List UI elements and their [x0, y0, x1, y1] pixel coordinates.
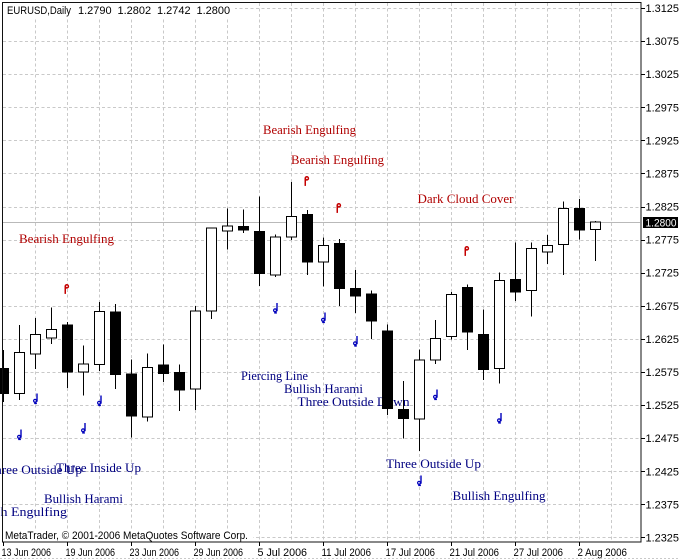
- svg-text:1.2825: 1.2825: [646, 202, 680, 214]
- svg-text:1.3025: 1.3025: [646, 69, 680, 81]
- svg-text:Bullish Engulfing: Bullish Engulfing: [0, 504, 68, 519]
- svg-text:23 Jun 2006: 23 Jun 2006: [130, 547, 180, 559]
- svg-text:1.2742: 1.2742: [157, 5, 191, 17]
- svg-text:1.2725: 1.2725: [646, 268, 680, 280]
- svg-text:1.2802: 1.2802: [118, 5, 152, 17]
- svg-text:2 Aug 2006: 2 Aug 2006: [578, 547, 628, 559]
- svg-text:1.2675: 1.2675: [646, 301, 680, 313]
- svg-text:1.2800: 1.2800: [646, 218, 677, 230]
- svg-text:1.2790: 1.2790: [78, 5, 112, 17]
- svg-text:1.2625: 1.2625: [646, 334, 680, 346]
- svg-text:29 Jun 2006: 29 Jun 2006: [194, 547, 244, 559]
- svg-text:17 Jul 2006: 17 Jul 2006: [386, 547, 436, 559]
- svg-text:1.3075: 1.3075: [646, 36, 680, 48]
- svg-text:5 Jul 2006: 5 Jul 2006: [258, 547, 308, 559]
- svg-text:1.2775: 1.2775: [646, 235, 680, 247]
- svg-text:MetaTrader, © 2001-2006 MetaQu: MetaTrader, © 2001-2006 MetaQuotes Softw…: [5, 530, 248, 542]
- svg-text:Three Outside Up: Three Outside Up: [0, 462, 82, 477]
- svg-text:Bearish Engulfing: Bearish Engulfing: [19, 231, 114, 246]
- svg-text:Piercing Line: Piercing Line: [241, 368, 308, 383]
- svg-text:1.3125: 1.3125: [646, 3, 680, 15]
- svg-text:Bearish Engulfing: Bearish Engulfing: [263, 122, 356, 137]
- svg-text:11 Jul 2006: 11 Jul 2006: [322, 547, 372, 559]
- svg-text:1.2875: 1.2875: [646, 169, 680, 181]
- svg-text:1.2475: 1.2475: [646, 433, 680, 445]
- svg-text:1.2975: 1.2975: [646, 102, 680, 114]
- svg-text:1.2925: 1.2925: [646, 135, 680, 147]
- svg-text:21 Jul 2006: 21 Jul 2006: [450, 547, 500, 559]
- svg-text:Three Outside Down: Three Outside Down: [298, 394, 411, 409]
- svg-text:27 Jul 2006: 27 Jul 2006: [514, 547, 564, 559]
- svg-text:Bullish Harami: Bullish Harami: [44, 491, 123, 506]
- svg-text:Three Outside Up: Three Outside Up: [386, 456, 481, 471]
- svg-text:Bearish Engulfing: Bearish Engulfing: [291, 152, 384, 167]
- svg-text:Three Inside Up: Three Inside Up: [56, 460, 141, 475]
- svg-text:13 Jun 2006: 13 Jun 2006: [2, 547, 52, 559]
- svg-text:Bullish Harami: Bullish Harami: [284, 381, 363, 396]
- svg-text:1.2575: 1.2575: [646, 367, 680, 379]
- svg-text:19 Jun 2006: 19 Jun 2006: [66, 547, 116, 559]
- svg-text:1.2375: 1.2375: [646, 499, 680, 511]
- svg-text:1.2800: 1.2800: [197, 5, 231, 17]
- svg-text:EURUSD,Daily: EURUSD,Daily: [7, 5, 71, 17]
- svg-text:1.2325: 1.2325: [646, 532, 680, 544]
- svg-text:Dark Cloud Cover: Dark Cloud Cover: [418, 191, 515, 206]
- svg-text:1.2525: 1.2525: [646, 400, 680, 412]
- svg-text:Bullish Engulfing: Bullish Engulfing: [453, 488, 546, 503]
- svg-text:1.2425: 1.2425: [646, 466, 680, 478]
